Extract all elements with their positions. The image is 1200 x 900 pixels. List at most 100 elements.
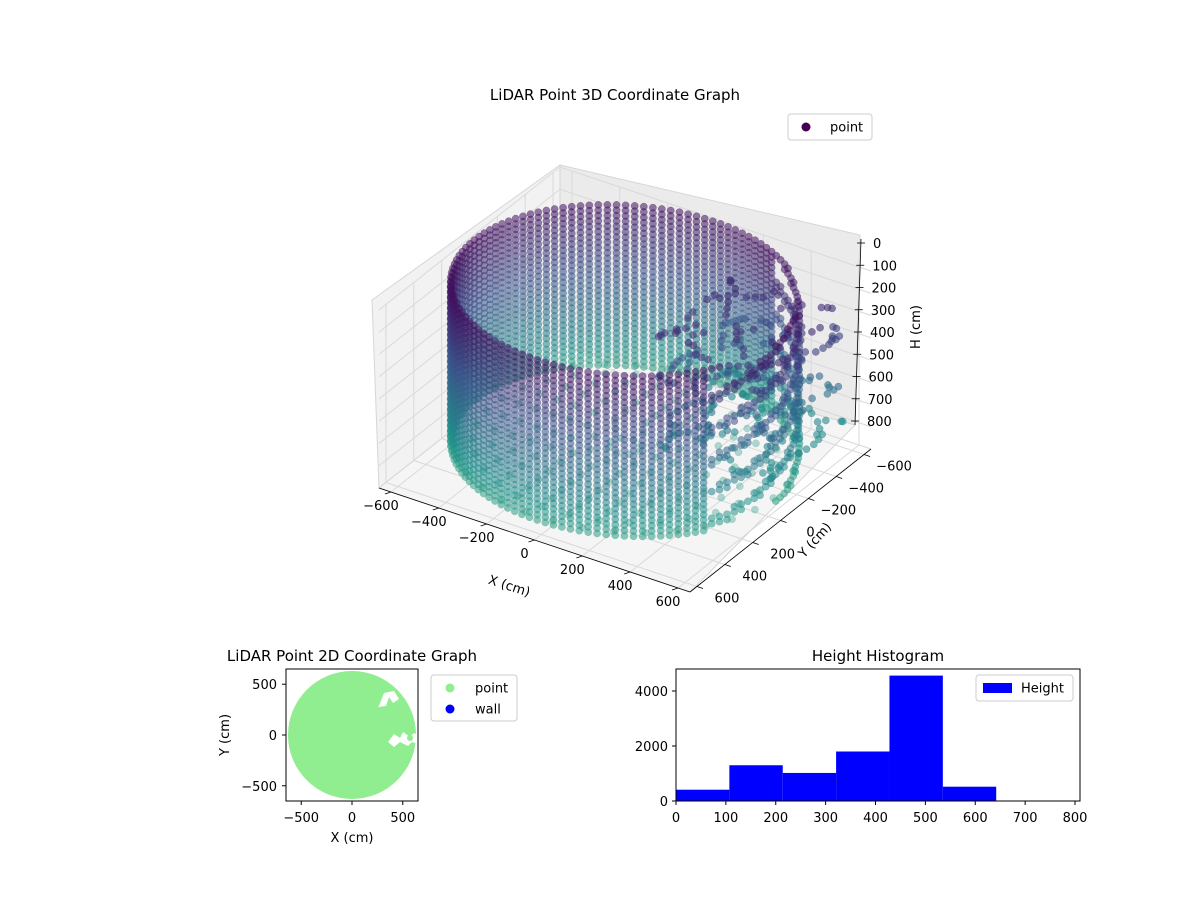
y-tick-label-2d: 0 [269, 729, 277, 744]
point-3d [491, 222, 500, 231]
point-3d [510, 347, 519, 355]
point-3d [630, 202, 639, 210]
point-3d [829, 386, 838, 394]
point-3d [541, 358, 550, 367]
y-tick-label-3d: −200 [820, 504, 856, 519]
point-3d [808, 394, 816, 403]
x-axis-label-2d: X (cm) [331, 831, 374, 846]
point-3d [730, 379, 739, 388]
point-3d [715, 421, 724, 430]
point-3d [761, 418, 770, 427]
y-tick-3d [724, 564, 731, 567]
point-3d [683, 369, 691, 378]
point-3d [715, 389, 724, 398]
point-3d [808, 328, 816, 336]
point-3d [732, 335, 741, 344]
point-3d [783, 480, 792, 489]
point-3d [723, 426, 732, 435]
point-3d [737, 377, 746, 386]
point-3d [732, 322, 741, 331]
point-3d [737, 436, 746, 444]
point-3d [656, 371, 665, 380]
point-3d [620, 371, 629, 380]
point-3d [692, 212, 701, 221]
point-3d [584, 368, 593, 376]
x-tick-3d [624, 571, 631, 575]
point-3d [576, 202, 585, 210]
point-3d [723, 304, 731, 313]
point-3d [717, 493, 726, 502]
point-3d [776, 314, 785, 323]
point-3d [814, 435, 823, 444]
point-3d [756, 357, 764, 366]
point-3d [744, 497, 752, 506]
z-tick-label-3d: 300 [871, 304, 896, 319]
point-3d [752, 439, 760, 448]
point-3d [756, 486, 764, 494]
point-3d [707, 364, 716, 373]
legend-3d-frame [787, 113, 873, 141]
point-3d [718, 321, 727, 330]
point-3d [731, 289, 740, 298]
gap-region-upper [378, 691, 399, 707]
point-3d [714, 442, 723, 450]
point-3d [647, 372, 656, 380]
point-3d [639, 202, 648, 211]
point-3d [739, 352, 748, 360]
point-3d [759, 293, 768, 302]
point-3d [756, 422, 764, 430]
x-tick-3d [384, 491, 392, 495]
histogram-bar [782, 772, 837, 801]
point-3d [534, 208, 543, 217]
point-3d [767, 410, 775, 418]
point-3d [575, 366, 584, 375]
point-3d [723, 382, 731, 390]
point-3d [716, 220, 725, 228]
point-3d [766, 321, 775, 329]
point-3d [802, 445, 811, 454]
point-3d [761, 386, 770, 395]
y-tick-label-3d: −600 [876, 460, 912, 475]
point-3d [726, 278, 735, 287]
point-3d [793, 330, 801, 338]
point-3d [751, 293, 760, 301]
y-tick-label-3d: 0 [806, 526, 814, 541]
axes-frame-histogram [675, 668, 1081, 802]
x-tick-label-histogram: 800 [1063, 811, 1088, 826]
point-3d [739, 345, 748, 353]
point-3d [715, 512, 724, 521]
point-3d [497, 340, 506, 349]
y-tick-label-3d: 200 [770, 548, 795, 563]
point-3d [700, 214, 709, 223]
x-axis-label-3d: X (cm) [486, 573, 532, 601]
histogram-bar [889, 675, 943, 801]
legend-2d: point wall [430, 674, 518, 722]
z-axis-label-3d: H (cm) [909, 305, 924, 349]
point-3d [612, 201, 621, 209]
point-3d [491, 336, 499, 345]
point-3d [801, 348, 810, 356]
y-tick-label-histogram: 0 [660, 795, 668, 810]
point-3d [730, 502, 739, 511]
legend-2d-label-wall: wall [475, 703, 501, 718]
point-3d [750, 457, 759, 465]
point-3d [744, 401, 752, 410]
x-tick-3d [576, 555, 583, 559]
y-tick-label-histogram: 4000 [635, 685, 668, 700]
point-3d [511, 214, 520, 223]
chart-3d-title: LiDAR Point 3D Coordinate Graph [490, 86, 740, 104]
point-3d [759, 409, 768, 417]
y-tick-3d [780, 520, 787, 523]
point-3d [603, 200, 612, 209]
point-3d [689, 341, 698, 350]
point-3d [665, 371, 674, 379]
point-3d [585, 201, 594, 210]
plot-area-2d [288, 671, 418, 799]
y-tick-3d [752, 542, 759, 545]
point-3d [629, 372, 638, 380]
point-3d [819, 344, 827, 353]
gap-region-small [407, 735, 413, 741]
x-tick-label-3d: 400 [608, 579, 633, 594]
point-3d [689, 331, 697, 339]
